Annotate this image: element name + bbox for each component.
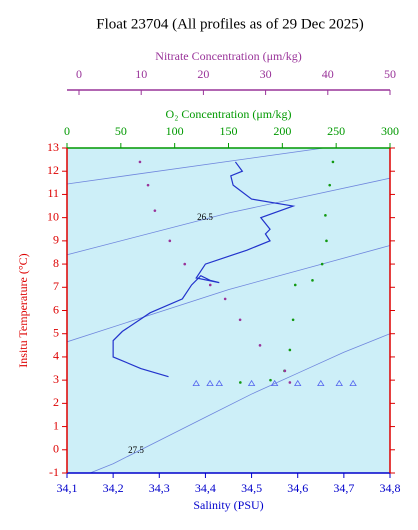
isopycnal [67,148,327,185]
x3-tick-label: 30 [260,67,272,81]
isopycnal [67,245,390,343]
profile-point [269,378,272,382]
profile-point [153,209,157,212]
profile-point [258,344,262,347]
x-tick-label: 34,1 [57,481,78,495]
profile-marker [294,379,302,387]
y-tick-label: 8 [53,256,59,270]
x-tick-label: 34,3 [149,481,170,495]
profile-point [331,160,335,164]
x3-tick-label: 50 [384,67,396,81]
profile-point [283,369,287,373]
x2-tick-label: 50 [115,124,127,138]
profile-marker [335,379,343,387]
profile-marker [206,379,214,387]
x-tick-label: 34,7 [333,481,354,495]
x2-axis-title: O₂ Concentration (μm/kg) [166,107,292,121]
x2-tick-label: 0 [64,124,70,138]
plot-background [67,148,390,473]
chart-title: Float 23704 (All profiles as of 29 Dec 2… [96,16,363,32]
profile-marker [349,379,357,387]
profile-point [238,318,242,322]
x2-tick-label: 150 [220,124,238,138]
x-axis-title: Salinity (PSU) [193,498,263,512]
x-tick-label: 34,8 [380,481,401,495]
y-tick-label: 5 [53,325,59,339]
profile-point [288,381,292,384]
profile-point [293,283,297,287]
x2-tick-label: 250 [327,124,345,138]
y-tick-label: 7 [53,279,59,293]
profile-marker [192,379,200,387]
profile-marker [215,379,223,387]
x3-axis-title: Nitrate Concentration (μm/kg) [155,49,301,63]
y-tick-label: 1 [53,418,59,432]
profile-point [168,239,172,243]
y-tick-label: 2 [53,395,59,409]
profile-point [325,239,328,243]
profile-point [239,381,242,384]
profile-marker [317,379,325,387]
y-tick-label: 11 [47,186,59,200]
profile-marker [270,379,279,387]
profile-point [146,183,150,187]
x3-tick-label: 0 [76,67,82,81]
profile-line [112,161,296,378]
profile-point [328,183,332,187]
y-tick-label: 3 [53,372,59,386]
profile-point [208,283,212,287]
profile-point [288,348,292,352]
x-tick-label: 34,4 [195,481,216,495]
x-tick-label: 34,2 [103,481,124,495]
profile-point [183,262,187,266]
profile-point [223,297,227,301]
y-tick-label: 4 [53,349,59,363]
profile-point [320,262,324,266]
x3-tick-label: 10 [135,67,147,81]
y-tick-label: 12 [47,163,59,177]
x2-tick-label: 200 [273,124,291,138]
profile-point [324,214,327,217]
isopycnal [89,333,390,473]
x-tick-label: 34,6 [287,481,308,495]
isopycnal-label: 27.5 [128,445,144,455]
isopycnal-label: 26.5 [197,212,213,222]
y-tick-label: 13 [47,140,59,154]
x3-tick-label: 40 [322,67,334,81]
profile-point [138,160,142,164]
profile-marker [247,379,256,387]
x-tick-label: 34,5 [241,481,262,495]
isopycnal [67,177,390,256]
plot-area [67,148,390,473]
profile-point [311,279,314,282]
y-tick-label: 0 [53,442,59,456]
y-tick-label: 10 [47,209,59,223]
y-tick-label: -1 [49,465,59,479]
x2-tick-label: 100 [166,124,184,138]
y-tick-label: 9 [53,233,59,247]
profile-point [291,318,295,322]
y-axis-title: Insitu Temperature (°C) [16,253,30,367]
y-tick-label: 6 [53,302,59,316]
x3-tick-label: 20 [197,67,209,81]
x2-tick-label: 300 [381,124,399,138]
